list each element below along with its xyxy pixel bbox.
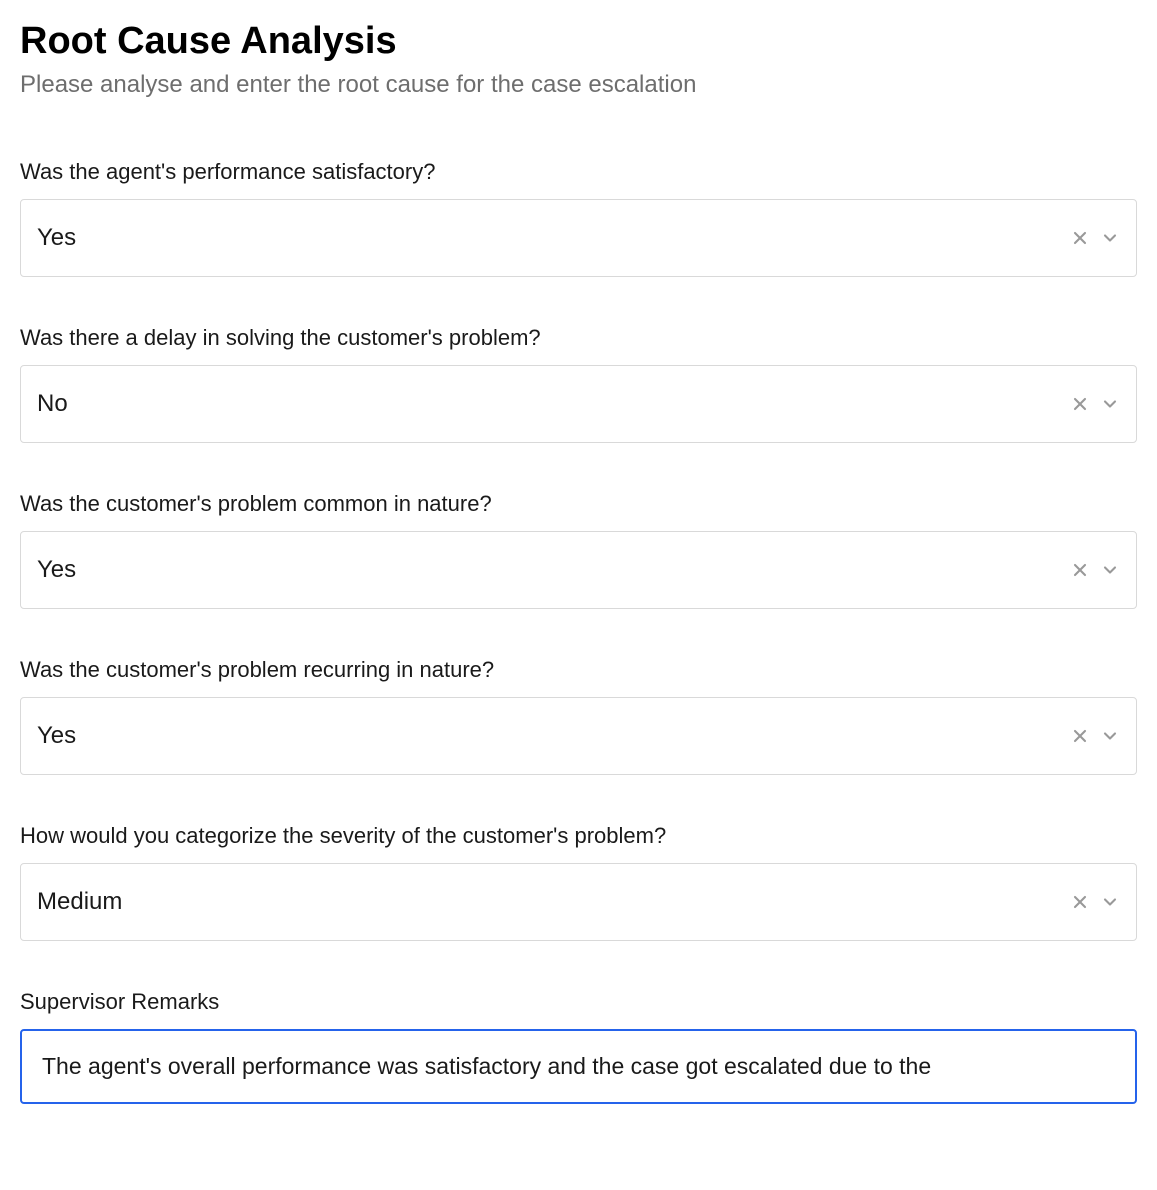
chevron-down-icon[interactable] bbox=[1100, 726, 1120, 746]
select-common-value: Yes bbox=[37, 556, 1070, 584]
field-delay-label: Was there a delay in solving the custome… bbox=[20, 325, 1137, 351]
field-recurring: Was the customer's problem recurring in … bbox=[20, 657, 1137, 775]
clear-icon[interactable] bbox=[1070, 394, 1090, 414]
chevron-down-icon[interactable] bbox=[1100, 394, 1120, 414]
select-delay-icons bbox=[1070, 394, 1120, 414]
chevron-down-icon[interactable] bbox=[1100, 228, 1120, 248]
select-recurring[interactable]: Yes bbox=[20, 697, 1137, 775]
field-severity: How would you categorize the severity of… bbox=[20, 823, 1137, 941]
select-common-icons bbox=[1070, 560, 1120, 580]
select-performance-value: Yes bbox=[37, 224, 1070, 252]
clear-icon[interactable] bbox=[1070, 726, 1090, 746]
chevron-down-icon[interactable] bbox=[1100, 892, 1120, 912]
select-performance-icons bbox=[1070, 228, 1120, 248]
page-subtitle: Please analyse and enter the root cause … bbox=[20, 71, 1137, 99]
field-remarks: Supervisor Remarks bbox=[20, 989, 1137, 1104]
clear-icon[interactable] bbox=[1070, 892, 1090, 912]
clear-icon[interactable] bbox=[1070, 560, 1090, 580]
page-title: Root Cause Analysis bbox=[20, 20, 1137, 63]
select-severity[interactable]: Medium bbox=[20, 863, 1137, 941]
select-severity-icons bbox=[1070, 892, 1120, 912]
field-common-label: Was the customer's problem common in nat… bbox=[20, 491, 1137, 517]
select-recurring-value: Yes bbox=[37, 722, 1070, 750]
field-performance-label: Was the agent's performance satisfactory… bbox=[20, 159, 1137, 185]
select-recurring-icons bbox=[1070, 726, 1120, 746]
field-delay: Was there a delay in solving the custome… bbox=[20, 325, 1137, 443]
select-severity-value: Medium bbox=[37, 888, 1070, 916]
field-remarks-label: Supervisor Remarks bbox=[20, 989, 1137, 1015]
select-delay[interactable]: No bbox=[20, 365, 1137, 443]
chevron-down-icon[interactable] bbox=[1100, 560, 1120, 580]
field-recurring-label: Was the customer's problem recurring in … bbox=[20, 657, 1137, 683]
field-common: Was the customer's problem common in nat… bbox=[20, 491, 1137, 609]
select-performance[interactable]: Yes bbox=[20, 199, 1137, 277]
select-common[interactable]: Yes bbox=[20, 531, 1137, 609]
field-performance: Was the agent's performance satisfactory… bbox=[20, 159, 1137, 277]
field-severity-label: How would you categorize the severity of… bbox=[20, 823, 1137, 849]
select-delay-value: No bbox=[37, 390, 1070, 418]
remarks-input[interactable] bbox=[20, 1029, 1137, 1104]
clear-icon[interactable] bbox=[1070, 228, 1090, 248]
